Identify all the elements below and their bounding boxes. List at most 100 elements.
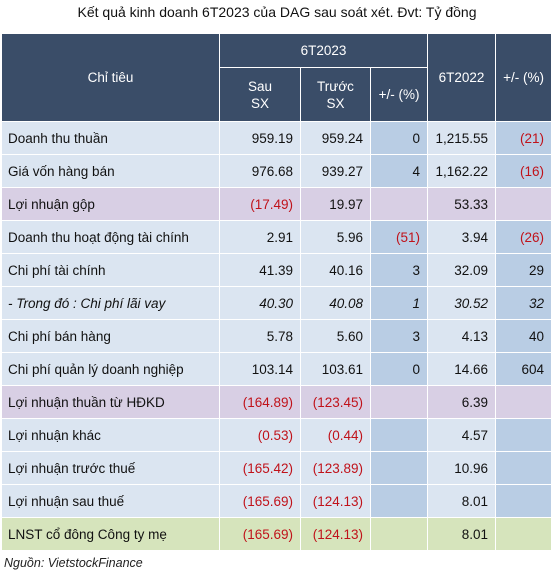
- cell-after-review: (0.53): [220, 419, 301, 452]
- cell-after-review: 103.14: [220, 353, 301, 386]
- cell-before-review: 959.24: [301, 122, 371, 155]
- table-title: Kết quả kinh doanh 6T2023 của DAG sau so…: [77, 4, 477, 20]
- table-row: Lợi nhuận khác (0.53) (0.44) 4.57: [2, 419, 553, 452]
- cell-6t2022: 4.57: [428, 419, 497, 452]
- cell-6t2022: 1,215.55: [428, 122, 497, 155]
- cell-change: [371, 386, 429, 419]
- cell-before-review: 5.96: [301, 221, 371, 254]
- cell-6t2022: 8.01: [428, 485, 497, 518]
- cell-6t2022: 14.66: [428, 353, 497, 386]
- table-row: Chi phí bán hàng 5.78 5.60 3 4.13 40: [2, 320, 553, 353]
- table-row: LNST cổ đông Công ty mẹ (165.69) (124.13) 8…: [2, 518, 553, 551]
- cell-6t2022: 1,162.22: [428, 155, 497, 188]
- cell-6t2022: 3.94: [428, 221, 497, 254]
- table-row: Chi phí tài chính 41.39 40.16 3 32.09 29: [2, 254, 553, 287]
- cell-before-review: (123.45): [301, 386, 371, 419]
- cell-6t2022: 53.33: [428, 188, 497, 221]
- cell-change: 4: [371, 155, 429, 188]
- row-label: Lợi nhuận gộp: [2, 188, 220, 221]
- row-label: Chi phí tài chính: [2, 254, 220, 287]
- table-row: Chi phí quản lý doanh nghiệp 103.14 103.61…: [2, 353, 553, 386]
- cell-change: 3: [371, 254, 429, 287]
- cell-before-review: 939.27: [301, 155, 371, 188]
- table-row: Lợi nhuận gộp (17.49) 19.97 53.33: [2, 188, 553, 221]
- table-row: Lợi nhuận thuần từ HĐKD (164.89) (123.45) 6…: [2, 386, 553, 419]
- header-after-line2: SX: [250, 95, 269, 111]
- header-change: +/- (%): [371, 68, 429, 122]
- cell-change-2022: (21): [496, 122, 553, 155]
- row-label: Doanh thu hoạt động tài chính: [2, 221, 220, 254]
- cell-change: (51): [371, 221, 429, 254]
- table-row: Giá vốn hàng bán 976.68 939.27 4 1,162.22 (16…: [2, 155, 553, 188]
- cell-after-review: 5.78: [220, 320, 301, 353]
- row-label: Chi phí quản lý doanh nghiệp: [2, 353, 220, 386]
- cell-change: [371, 188, 429, 221]
- cell-change-2022: 604: [496, 353, 553, 386]
- header-after-review: Sau SX: [220, 68, 301, 122]
- row-label: - Trong đó : Chi phí lãi vay: [2, 287, 220, 320]
- financial-results-table: Chỉ tiêu 6T2023 6T2022 +/- (%) Sau SX Trư…: [2, 34, 553, 551]
- header-before-review: Trước SX: [301, 68, 371, 122]
- cell-change: [371, 518, 429, 551]
- cell-change: 1: [371, 287, 429, 320]
- cell-before-review: (123.89): [301, 452, 371, 485]
- cell-before-review: 19.97: [301, 188, 371, 221]
- row-label: Lợi nhuận thuần từ HĐKD: [2, 386, 220, 419]
- cell-change: 3: [371, 320, 429, 353]
- cell-change: [371, 485, 429, 518]
- table-row: Doanh thu hoạt động tài chính 2.91 5.96 (51…: [2, 221, 553, 254]
- cell-6t2022: 32.09: [428, 254, 497, 287]
- cell-6t2022: 10.96: [428, 452, 497, 485]
- cell-after-review: (164.89): [220, 386, 301, 419]
- cell-before-review: (124.13): [301, 518, 371, 551]
- row-label: Giá vốn hàng bán: [2, 155, 220, 188]
- table-row: Lợi nhuận trước thuế (165.42) (123.89) 10.9…: [2, 452, 553, 485]
- cell-after-review: (165.69): [220, 518, 301, 551]
- cell-change-2022: (16): [496, 155, 553, 188]
- row-label: Lợi nhuận sau thuế: [2, 485, 220, 518]
- cell-change: [371, 419, 429, 452]
- table-row: Lợi nhuận sau thuế (165.69) (124.13) 8.01: [2, 485, 553, 518]
- cell-6t2022: 6.39: [428, 386, 497, 419]
- cell-before-review: (124.13): [301, 485, 371, 518]
- cell-change-2022: [496, 386, 553, 419]
- cell-change: 0: [371, 353, 429, 386]
- cell-before-review: 5.60: [301, 320, 371, 353]
- cell-change-2022: (26): [496, 221, 553, 254]
- cell-change-2022: [496, 188, 553, 221]
- row-label: Lợi nhuận khác: [2, 419, 220, 452]
- cell-change-2022: 32: [496, 287, 553, 320]
- header-6t2022: 6T2022: [428, 34, 497, 122]
- cell-change: 0: [371, 122, 429, 155]
- cell-change: [371, 452, 429, 485]
- cell-change-2022: [496, 518, 553, 551]
- cell-before-review: 103.61: [301, 353, 371, 386]
- header-after-line1: Sau: [247, 78, 273, 94]
- cell-change-2022: [496, 485, 553, 518]
- cell-after-review: (165.69): [220, 485, 301, 518]
- row-label: Doanh thu thuần: [2, 122, 220, 155]
- header-indicator: Chỉ tiêu: [2, 34, 220, 122]
- cell-change-2022: [496, 452, 553, 485]
- cell-after-review: (165.42): [220, 452, 301, 485]
- cell-after-review: 976.68: [220, 155, 301, 188]
- cell-after-review: 40.30: [220, 287, 301, 320]
- cell-6t2022: 8.01: [428, 518, 497, 551]
- cell-after-review: 2.91: [220, 221, 301, 254]
- row-label: LNST cổ đông Công ty mẹ: [2, 518, 220, 551]
- source-note: Nguồn: VietstockFinance: [4, 556, 143, 570]
- table-row: - Trong đó : Chi phí lãi vay 40.30 40.08 1 3…: [2, 287, 553, 320]
- cell-after-review: (17.49): [220, 188, 301, 221]
- cell-after-review: 959.19: [220, 122, 301, 155]
- cell-change-2022: [496, 419, 553, 452]
- header-change-2022: +/- (%): [496, 34, 553, 122]
- cell-6t2022: 30.52: [428, 287, 497, 320]
- cell-before-review: (0.44): [301, 419, 371, 452]
- header-6t2023-group: 6T2023: [220, 34, 429, 68]
- cell-change-2022: 40: [496, 320, 553, 353]
- row-label: Chi phí bán hàng: [2, 320, 220, 353]
- cell-6t2022: 4.13: [428, 320, 497, 353]
- cell-after-review: 41.39: [220, 254, 301, 287]
- cell-before-review: 40.08: [301, 287, 371, 320]
- cell-before-review: 40.16: [301, 254, 371, 287]
